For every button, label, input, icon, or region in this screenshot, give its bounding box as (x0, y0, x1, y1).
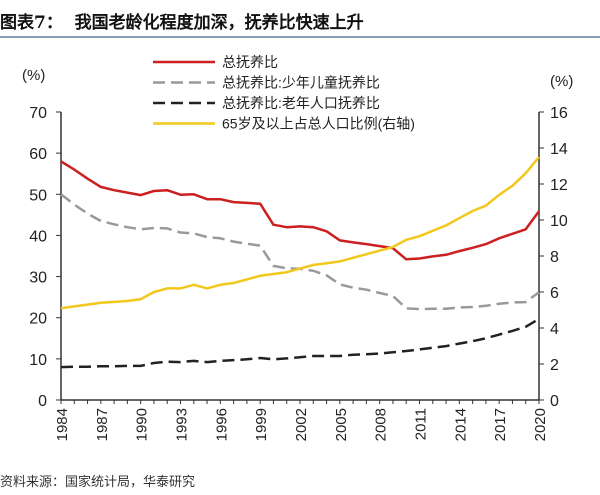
y-right-tick-label: 0 (550, 393, 559, 410)
legend-label-2: 总抚养比:老年人口抚养比 (222, 95, 380, 111)
y-right-tick-label: 10 (550, 213, 568, 230)
x-tick-label: 1987 (94, 408, 111, 441)
y-right-tick-label: 12 (550, 177, 568, 194)
legend-label-0: 总抚养比 (222, 54, 278, 70)
y-right-tick-label: 2 (550, 357, 559, 374)
y-right-tick-label: 8 (550, 249, 559, 266)
source-note: 资料来源：国家统计局，华泰研究 (0, 475, 196, 490)
series-line-1 (60, 193, 540, 311)
series-line-3 (60, 156, 540, 310)
x-tick-label: 2005 (333, 408, 350, 441)
y-left-tick-label: 10 (29, 352, 47, 369)
y-right-unit: (%) (550, 73, 573, 90)
y-left-tick-label: 40 (29, 228, 47, 245)
y-left-tick-label: 20 (29, 311, 47, 328)
y-right-tick-label: 4 (550, 321, 559, 338)
x-tick-label: 2017 (492, 408, 509, 441)
chart-title: 图表7： 我国老龄化程度加深，抚养比快速上升 (0, 13, 364, 33)
y-left-unit: (%) (22, 67, 45, 84)
y-left-tick-label: 60 (29, 146, 47, 163)
series-line-0 (60, 160, 541, 261)
y-left-tick-label: 0 (38, 393, 47, 410)
x-tick-label: 1993 (174, 408, 191, 441)
y-right-tick-label: 16 (550, 105, 568, 122)
x-tick-label: 2008 (373, 408, 390, 441)
y-right-tick-label: 14 (550, 141, 568, 158)
x-tick-label: 1999 (253, 408, 270, 441)
y-left-tick-label: 70 (29, 105, 47, 122)
legend-label-3: 65岁及以上占总人口比例(右轴) (222, 116, 415, 132)
y-left-tick-label: 50 (29, 187, 47, 204)
x-tick-label: 2020 (532, 408, 549, 441)
x-tick-label: 1996 (213, 408, 230, 441)
x-tick-label: 2014 (452, 408, 469, 441)
x-tick-label: 2011 (413, 408, 430, 440)
y-left-tick-label: 30 (29, 270, 47, 287)
series-line-2 (60, 317, 540, 369)
x-tick-label: 1984 (54, 408, 71, 441)
x-tick-label: 2002 (293, 408, 310, 441)
title-divider (0, 36, 600, 38)
x-tick-label: 1990 (134, 408, 151, 441)
legend-label-1: 总抚养比:少年儿童抚养比 (222, 75, 380, 91)
y-right-tick-label: 6 (550, 285, 559, 302)
